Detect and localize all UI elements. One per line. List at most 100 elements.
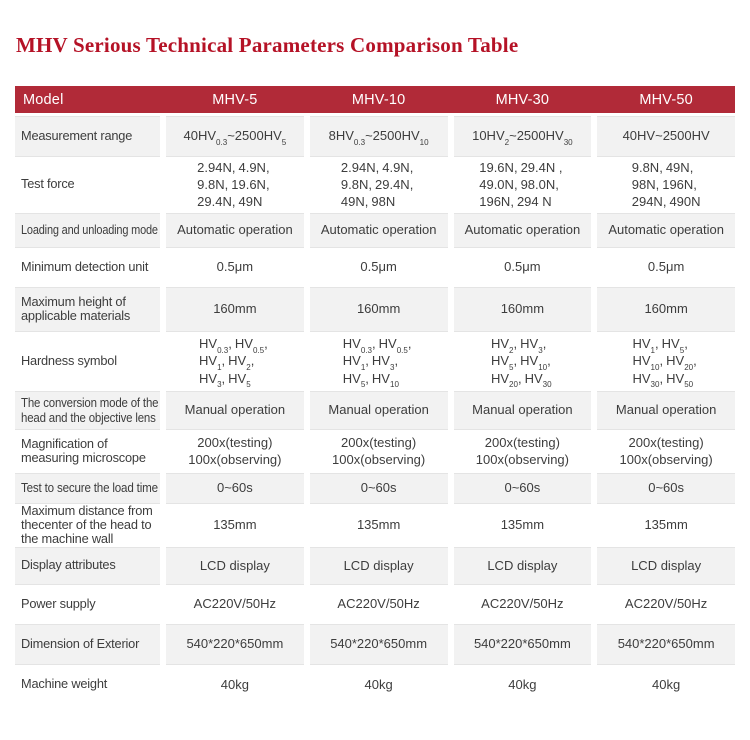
cell-value-line: HV1, HV5, bbox=[632, 336, 688, 355]
cell-value-line: Automatic operation bbox=[320, 222, 437, 238]
cell-value-line: 29.4N, 49N bbox=[197, 194, 263, 210]
cell-value-line: HV10, HV20, bbox=[632, 353, 697, 373]
row-label-line: measuring microscope bbox=[21, 450, 146, 465]
cell-power-supply-mhv-10: AC220V/50Hz bbox=[309, 584, 448, 624]
cell-display-attributes-mhv-50: LCD display bbox=[597, 547, 735, 584]
cell-test-force-mhv-10: 2.94N, 4.9N, 9.8N, 29.4N, 49N, 98N bbox=[309, 156, 448, 213]
table-row-min-detection: Minimum detection unit 0.5μm 0.5μm 0.5μm 0.5… bbox=[15, 247, 735, 287]
cell-value-line: 0~60s bbox=[648, 480, 685, 496]
cell-value-line: 40HV0.3~2500HV5 bbox=[183, 128, 287, 148]
cell-value-line: 0.5μm bbox=[504, 259, 541, 275]
parameters-table: Model MHV-5 MHV-10 MHV-30 MHV-50 Measure… bbox=[15, 86, 735, 705]
table-row-display-attributes: Display attributes LCD display LCD display… bbox=[15, 547, 735, 584]
cell-conversion-mode-mhv-30: Manual operation bbox=[453, 391, 592, 429]
cell-value-line: 2.94N, 4.9N, bbox=[197, 159, 270, 175]
cell-value-line: 540*220*650mm bbox=[473, 636, 571, 652]
cell-measurement-range-mhv-5: 40HV0.3~2500HV5 bbox=[166, 116, 304, 156]
row-label-line: Magnification of bbox=[21, 435, 108, 451]
cell-value-line: 49.0N, 98.0N, bbox=[479, 176, 559, 192]
cell-max-distance-mhv-30: 135mm bbox=[453, 503, 592, 547]
row-label-line: Hardness symbol bbox=[21, 352, 117, 368]
table-row-measurement-range: Measurement range 40HV0.3~2500HV5 8HV0.3~2… bbox=[15, 116, 735, 156]
row-label-dimension: Dimension of Exterior bbox=[15, 624, 160, 664]
table-row-max-distance: Maximum distance from thecenter of the he… bbox=[15, 503, 735, 547]
row-label-line: Power supply bbox=[21, 595, 96, 611]
table-row-power-supply: Power supply AC220V/50Hz AC220V/50Hz AC220V… bbox=[15, 584, 735, 624]
cell-value-line: LCD display bbox=[631, 557, 702, 573]
cell-value-line: 160mm bbox=[356, 301, 401, 317]
cell-value-line: AC220V/50Hz bbox=[337, 596, 420, 612]
cell-value-line: Manual operation bbox=[615, 402, 717, 418]
cell-value-line: HV20, HV30 bbox=[490, 370, 552, 390]
cell-value-line: AC220V/50Hz bbox=[624, 596, 708, 612]
cell-value-line: 100x(observing) bbox=[619, 452, 713, 467]
cell-value-line: Manual operation bbox=[184, 402, 286, 418]
cell-load-time-mhv-50: 0~60s bbox=[597, 473, 735, 503]
cell-value-line: HV1, HV2, bbox=[199, 353, 255, 373]
cell-value-line: HV0.3, HV0.5, bbox=[342, 336, 412, 355]
row-label-power-supply: Power supply bbox=[15, 584, 160, 624]
table-row-conversion-mode: The conversion mode of thehead and the o… bbox=[15, 391, 735, 429]
cell-value-line: 9.8N, 29.4N, bbox=[340, 176, 414, 192]
cell-value-line: 2.94N, 4.9N, bbox=[340, 159, 414, 175]
cell-machine-weight-mhv-30: 40kg bbox=[453, 664, 592, 705]
cell-value-line: Manual operation bbox=[328, 402, 429, 418]
cell-hardness-symbol-mhv-5: HV0.3, HV0.5, HV1, HV2, HV3, HV5 bbox=[166, 331, 304, 391]
row-label-line: Test to secure the load time bbox=[21, 480, 158, 496]
cell-value-line: 10HV2~2500HV30 bbox=[472, 128, 573, 148]
table-header-row: Model MHV-5 MHV-10 MHV-30 MHV-50 bbox=[15, 86, 735, 113]
cell-hardness-symbol-mhv-30: HV2, HV3, HV5, HV10, HV20, HV30 bbox=[453, 331, 592, 391]
cell-machine-weight-mhv-5: 40kg bbox=[166, 664, 304, 705]
cell-value-line: 160mm bbox=[500, 301, 545, 317]
table-row-dimension: Dimension of Exterior 540*220*650mm 540*22… bbox=[15, 624, 735, 664]
cell-value-line: 9.8N, 49N, bbox=[631, 159, 694, 175]
cell-value-line: Automatic operation bbox=[608, 222, 724, 238]
cell-value-line: 160mm bbox=[644, 301, 688, 317]
cell-value-line: 0.5μm bbox=[216, 259, 254, 275]
cell-min-detection-mhv-10: 0.5μm bbox=[309, 247, 448, 287]
cell-display-attributes-mhv-5: LCD display bbox=[166, 547, 304, 584]
row-label-conversion-mode: The conversion mode of thehead and the o… bbox=[15, 391, 160, 429]
cell-value-line: LCD display bbox=[199, 557, 270, 573]
row-label-measurement-range: Measurement range bbox=[15, 116, 160, 156]
header-mhv-30: MHV-30 bbox=[495, 91, 550, 108]
cell-max-height-mhv-30: 160mm bbox=[453, 287, 592, 331]
table-body: Measurement range 40HV0.3~2500HV5 8HV0.3~2… bbox=[15, 116, 735, 705]
cell-value-line: HV5, HV10, bbox=[490, 353, 551, 373]
cell-value-line: HV5, HV10 bbox=[342, 370, 399, 390]
row-label-line: Maximum distance from bbox=[21, 502, 153, 518]
cell-dimension-mhv-5: 540*220*650mm bbox=[166, 624, 304, 664]
cell-magnification-mhv-10: 200x(testing) 100x(observing) bbox=[309, 429, 448, 473]
cell-conversion-mode-mhv-10: Manual operation bbox=[309, 391, 448, 429]
table-row-machine-weight: Machine weight 40kg 40kg 40kg 40kg bbox=[15, 664, 735, 705]
cell-value-line: 540*220*650mm bbox=[186, 636, 284, 652]
cell-measurement-range-mhv-30: 10HV2~2500HV30 bbox=[453, 116, 592, 156]
cell-value-line: AC220V/50Hz bbox=[193, 596, 277, 612]
table-row-max-height: Maximum height of applicable materials 160… bbox=[15, 287, 735, 331]
cell-machine-weight-mhv-50: 40kg bbox=[597, 664, 735, 705]
cell-dimension-mhv-10: 540*220*650mm bbox=[309, 624, 448, 664]
cell-max-height-mhv-5: 160mm bbox=[166, 287, 304, 331]
cell-display-attributes-mhv-30: LCD display bbox=[453, 547, 592, 584]
cell-max-distance-mhv-50: 135mm bbox=[597, 503, 735, 547]
cell-test-force-mhv-5: 2.94N, 4.9N, 9.8N, 19.6N, 29.4N, 49N bbox=[166, 156, 304, 213]
row-label-line: thecenter of the head to bbox=[21, 516, 152, 532]
row-label-line: Machine weight bbox=[21, 676, 108, 692]
cell-value-line: Automatic operation bbox=[177, 222, 293, 238]
cell-measurement-range-mhv-50: 40HV~2500HV bbox=[597, 116, 735, 156]
cell-max-height-mhv-50: 160mm bbox=[597, 287, 735, 331]
cell-value-line: 0~60s bbox=[504, 480, 541, 496]
cell-value-line: 200x(testing) bbox=[341, 434, 417, 450]
cell-conversion-mode-mhv-50: Manual operation bbox=[597, 391, 735, 429]
cell-load-time-mhv-10: 0~60s bbox=[309, 473, 448, 503]
cell-value-line: 98N, 196N, bbox=[631, 176, 697, 192]
cell-measurement-range-mhv-10: 8HV0.3~2500HV10 bbox=[309, 116, 448, 156]
cell-magnification-mhv-30: 200x(testing) 100x(observing) bbox=[453, 429, 592, 473]
cell-max-height-mhv-10: 160mm bbox=[309, 287, 448, 331]
row-label-load-time: Test to secure the load time bbox=[15, 473, 160, 503]
cell-dimension-mhv-50: 540*220*650mm bbox=[597, 624, 735, 664]
row-label-hardness-symbol: Hardness symbol bbox=[15, 331, 160, 391]
cell-value-line: 8HV0.3~2500HV10 bbox=[328, 128, 429, 148]
table-row-hardness-symbol: Hardness symbol HV0.3, HV0.5, HV1, HV2, HV3, H… bbox=[15, 331, 735, 391]
cell-dimension-mhv-30: 540*220*650mm bbox=[453, 624, 592, 664]
